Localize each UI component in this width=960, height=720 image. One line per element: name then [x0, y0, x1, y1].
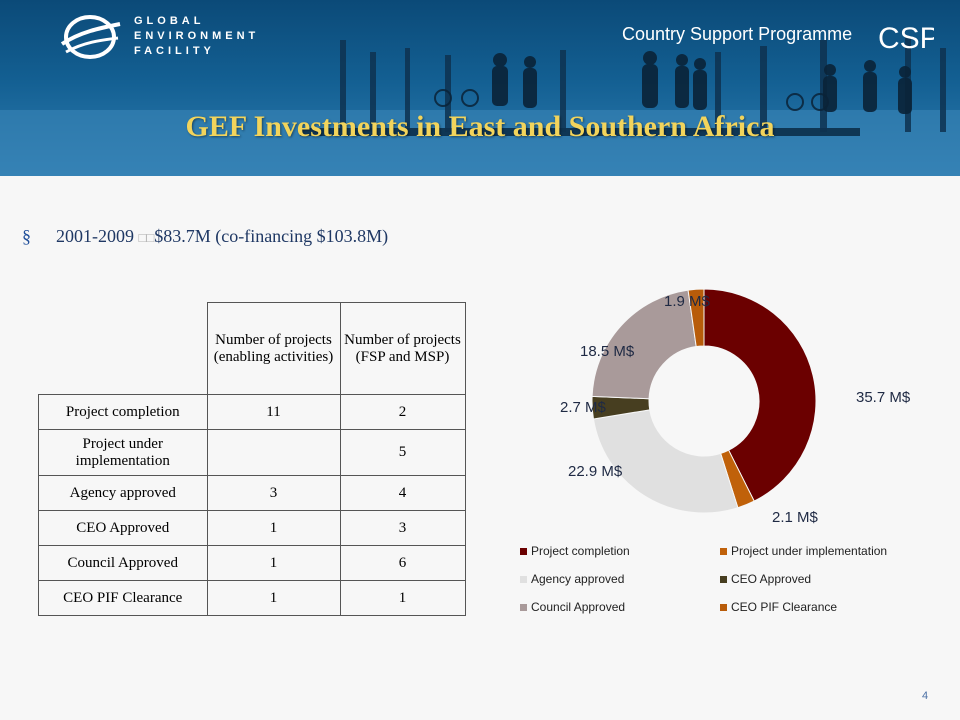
legend-swatch — [520, 603, 527, 611]
legend-swatch — [720, 575, 727, 583]
programme-title: Country Support Programme — [622, 24, 853, 44]
legend-swatch — [720, 547, 727, 555]
legend-item: Council Approved — [520, 600, 625, 614]
row-label: Project completion — [38, 394, 208, 430]
gef-line-1: GLOBAL — [134, 15, 205, 27]
header-banner: GLOBAL ENVIRONMENT FACILITY Country Supp… — [0, 0, 960, 176]
row-label: Council Approved — [38, 545, 208, 581]
legend-label: Project completion — [531, 544, 630, 558]
data-label: 22.9 M$ — [568, 463, 623, 480]
legend-item: Project under implementation — [720, 544, 887, 558]
legend-label: Project under implementation — [731, 544, 888, 558]
investment-donut-chart: 35.7 M$ 2.1 M$ 22.9 M$ 2.7 M$ 18.5 M$ 1.9 M$ — [560, 288, 911, 526]
row-label: Project under implementation — [38, 429, 208, 476]
data-label: 2.1 M$ — [772, 509, 819, 526]
legend-swatch — [720, 603, 727, 611]
data-label: 18.5 M$ — [580, 343, 635, 360]
row-label: Agency approved — [38, 475, 208, 511]
table-row: Project completion 11 2 — [38, 394, 466, 430]
table-header-row: Number of projects (enabling activities)… — [38, 302, 466, 395]
donut-slice-agency-approved — [592, 409, 739, 514]
projects-table: Number of projects (enabling activities)… — [38, 302, 466, 616]
cell-fsp-msp: 6 — [339, 545, 466, 581]
col-header-fsp-msp: Number of projects (FSP and MSP) — [339, 302, 466, 395]
cell-fsp-msp: 4 — [339, 475, 466, 511]
data-label: 1.9 M$ — [664, 293, 711, 310]
donut-slice-ceo-pif-clearance — [687, 288, 705, 348]
legend-item: CEO Approved — [720, 572, 811, 586]
legend-label: CEO Approved — [731, 572, 812, 586]
banner-photo — [0, 36, 960, 176]
col-header-enabling: Number of projects (enabling activities) — [206, 302, 341, 395]
bullet-separator: □□ — [138, 230, 155, 245]
cell-enabling — [206, 429, 341, 476]
bullet-mark: § — [22, 226, 31, 246]
cell-enabling: 11 — [206, 394, 341, 430]
cell-enabling: 1 — [206, 580, 341, 616]
cell-fsp-msp: 3 — [339, 510, 466, 546]
table-row: CEO PIF Clearance 1 1 — [38, 580, 466, 616]
gef-line-2: ENVIRONMENT — [134, 30, 260, 42]
gef-line-3: FACILITY — [134, 45, 215, 57]
data-label: 35.7 M$ — [856, 389, 911, 406]
cell-fsp-msp: 1 — [339, 580, 466, 616]
row-label: CEO PIF Clearance — [38, 580, 208, 616]
donut-slice-project-completion — [703, 288, 817, 502]
gef-globe-logo — [60, 15, 121, 59]
page-number: 4 — [922, 690, 929, 702]
summary-bullet: § 2001-2009 □□$83.7M (co-financing $103.8… — [22, 226, 388, 247]
data-label: 2.7 M$ — [560, 399, 607, 416]
legend-label: CEO PIF Clearance — [731, 600, 838, 614]
cell-fsp-msp: 5 — [339, 429, 466, 476]
table-corner — [38, 302, 208, 395]
bullet-years: 2001-2009 — [56, 226, 134, 246]
legend-swatch — [520, 547, 527, 555]
cell-enabling: 3 — [206, 475, 341, 511]
table-row: Project under implementation 5 — [38, 429, 466, 476]
csp-logo-text: CSP — [878, 22, 934, 54]
slide-title: GEF Investments in East and Southern Afr… — [185, 110, 775, 143]
legend-label: Council Approved — [531, 600, 626, 614]
legend-label: Agency approved — [531, 572, 625, 586]
table-row: Agency approved 3 4 — [38, 475, 466, 511]
table-row: Council Approved 1 6 — [38, 545, 466, 581]
legend-item: CEO PIF Clearance — [720, 600, 837, 614]
legend-item: Agency approved — [520, 572, 624, 586]
cell-enabling: 1 — [206, 545, 341, 581]
cell-enabling: 1 — [206, 510, 341, 546]
bullet-amount: $83.7M (co-financing $103.8M) — [154, 226, 389, 246]
row-label: CEO Approved — [38, 510, 208, 546]
csp-logo: CSP — [878, 22, 934, 54]
cell-fsp-msp: 2 — [339, 394, 466, 430]
table-row: CEO Approved 1 3 — [38, 510, 466, 546]
gef-wordmark: GLOBAL ENVIRONMENT FACILITY — [134, 14, 259, 59]
donut-slice-council-approved — [591, 289, 697, 400]
legend-swatch — [520, 575, 527, 583]
legend-item: Project completion — [520, 544, 630, 558]
